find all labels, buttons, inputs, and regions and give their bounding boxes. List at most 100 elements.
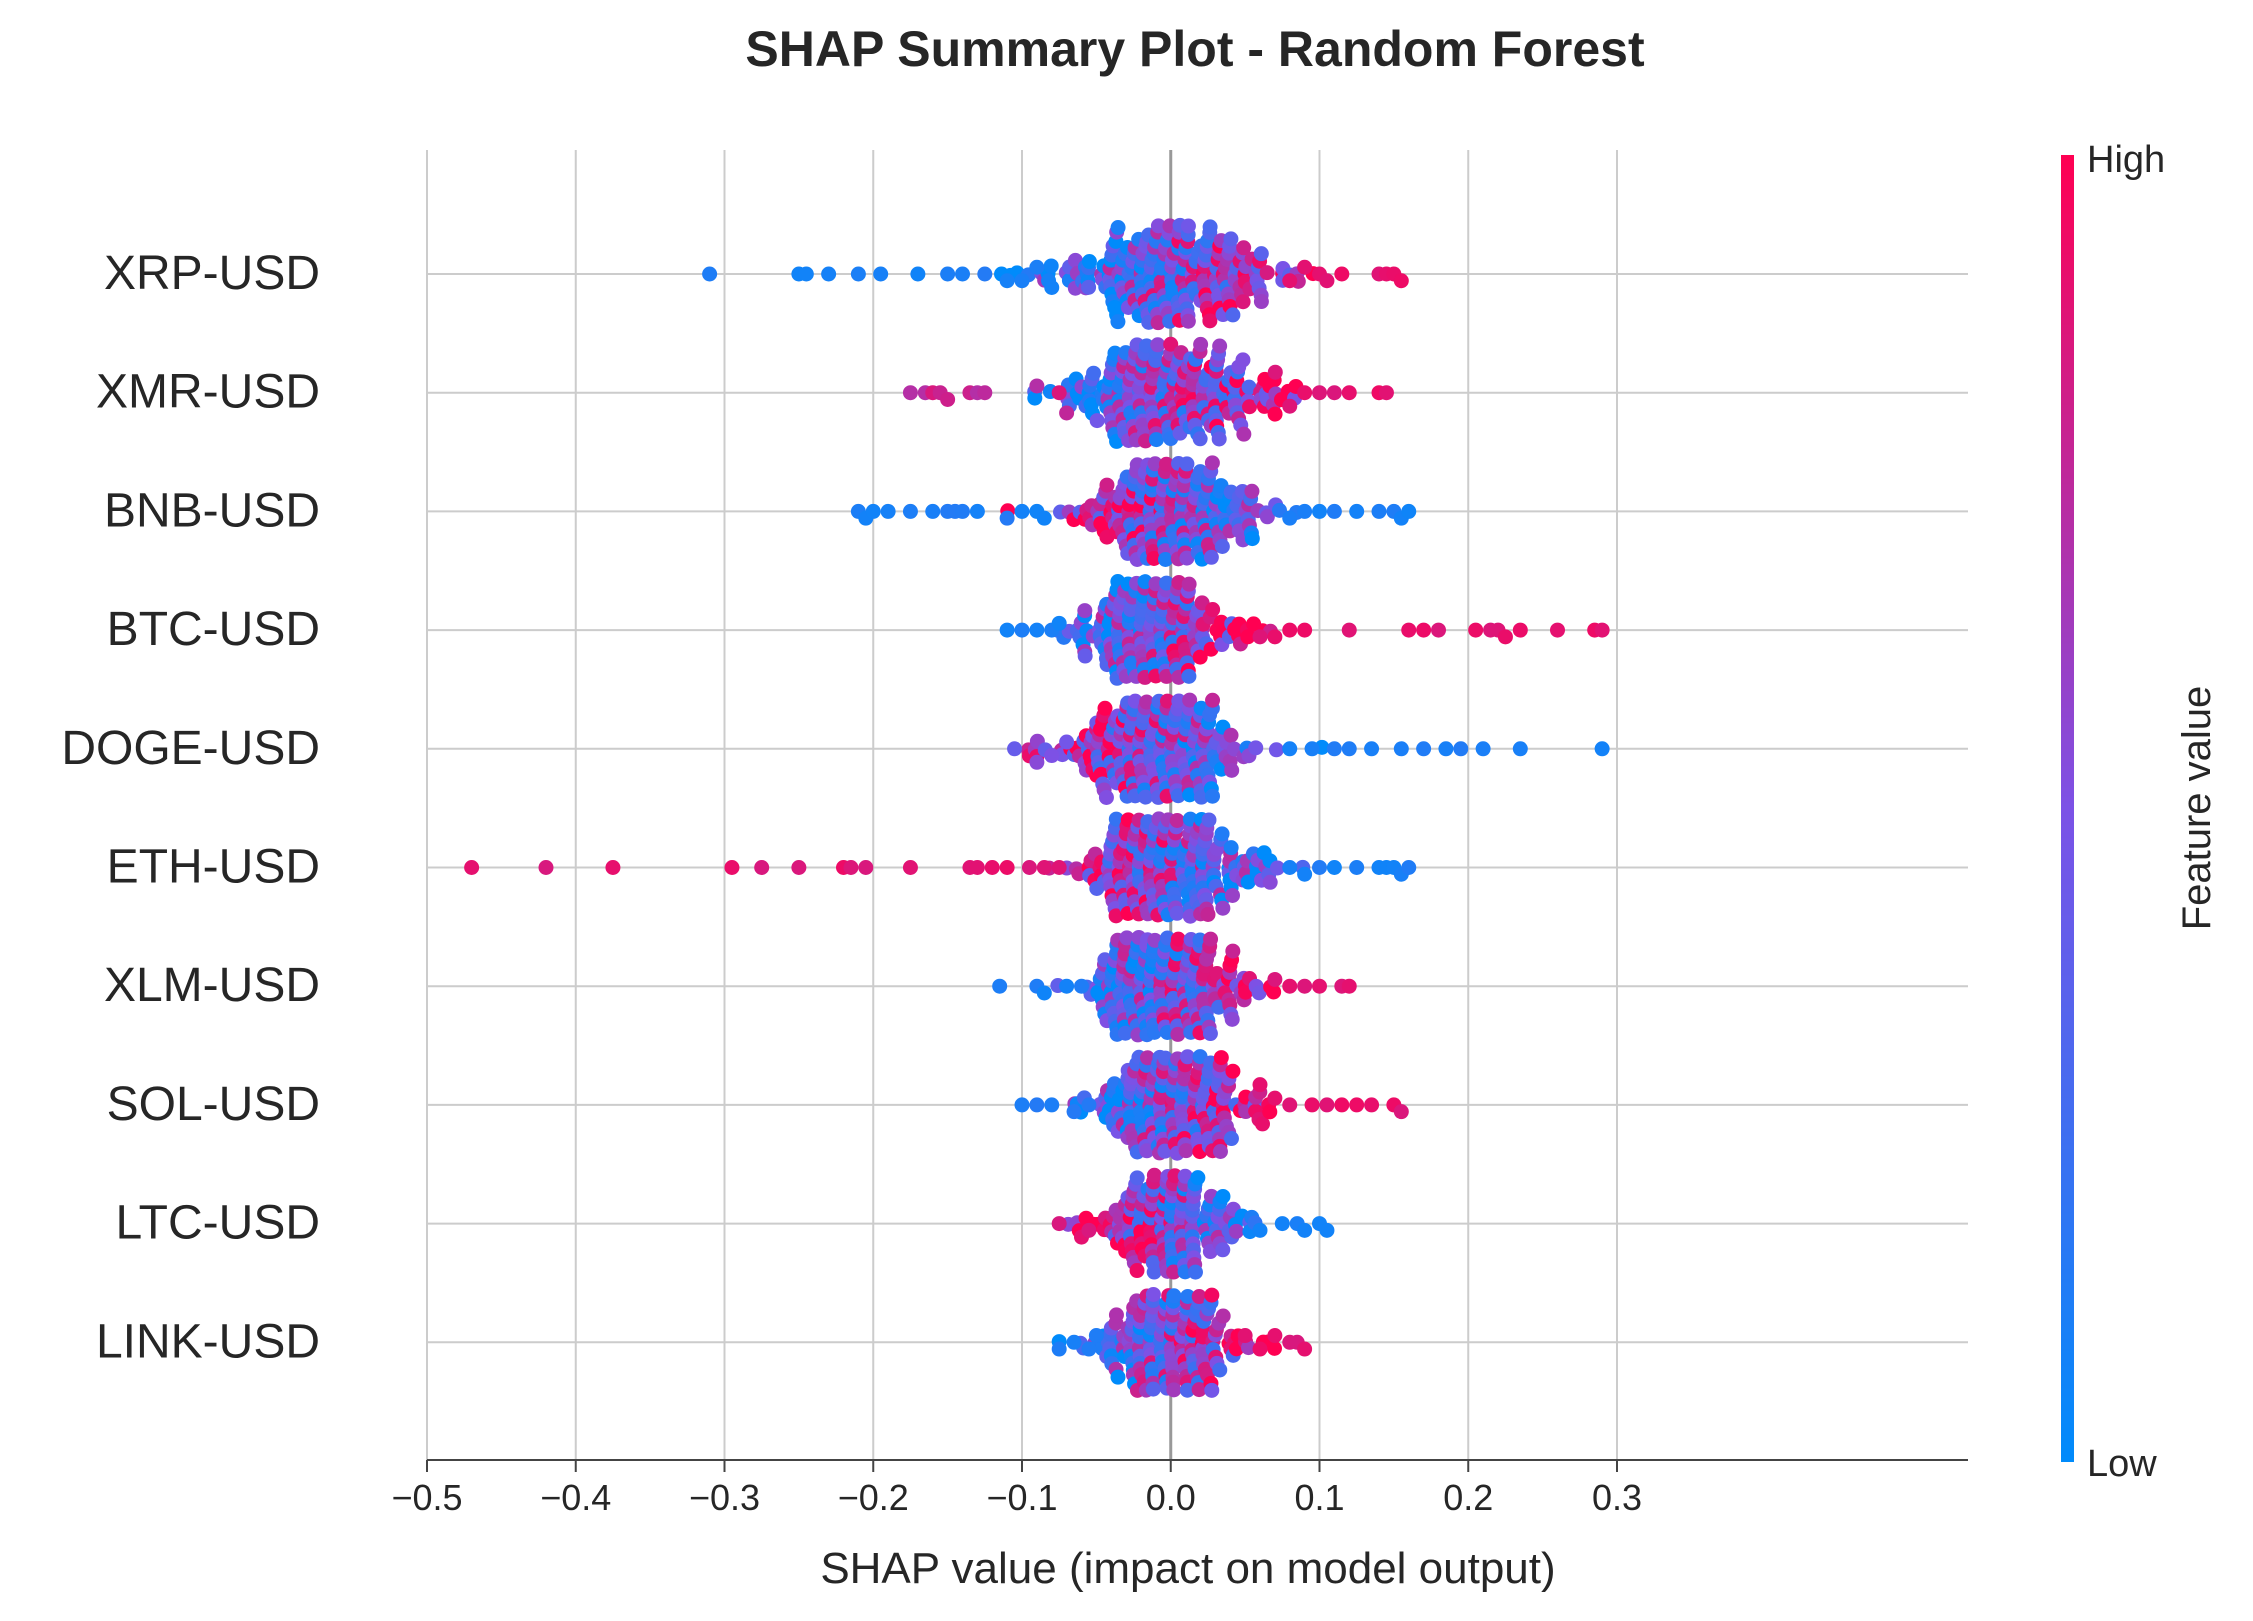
shap-point [1267, 629, 1283, 645]
colorbar-title: Feature value [2175, 686, 2219, 931]
shap-point [1550, 622, 1565, 638]
shap-point [1349, 503, 1365, 519]
shap-point [1215, 1308, 1231, 1324]
shap-point [977, 266, 993, 282]
shap-point [1180, 1288, 1196, 1304]
shap-point [1240, 874, 1256, 890]
colorbar-high-label: High [2087, 139, 2165, 181]
shap-point [1349, 860, 1365, 875]
shap-point [1212, 338, 1228, 354]
shap-point [1029, 378, 1045, 394]
shap-point [1145, 1381, 1161, 1397]
shap-point [1066, 1334, 1082, 1350]
shap-point [1213, 1050, 1229, 1066]
shap-point [1205, 692, 1221, 708]
shap-point [1129, 1263, 1145, 1279]
shap-point [1182, 787, 1198, 803]
shap-point [1191, 1382, 1207, 1398]
shap-point [1202, 313, 1218, 329]
shap-point [1364, 741, 1380, 757]
shap-point [1297, 978, 1313, 994]
shap-point [1224, 762, 1240, 778]
x-tick-label: −0.5 [391, 1477, 462, 1518]
shap-point [880, 503, 896, 519]
shap-point [1110, 1369, 1126, 1385]
shap-point [1223, 840, 1239, 856]
shap-point [1224, 1011, 1240, 1027]
shap-point [1169, 905, 1185, 921]
shap-point [1241, 379, 1257, 395]
shap-point [1119, 930, 1135, 946]
shap-point [1319, 1222, 1335, 1238]
shap-point [1393, 1104, 1409, 1120]
shap-point [1282, 398, 1298, 414]
shap-point [1252, 1222, 1268, 1238]
shap-point [1215, 1242, 1231, 1258]
shap-point [1110, 314, 1126, 330]
shap-point [969, 860, 985, 875]
chart-title: SHAP Summary Plot - Random Forest [745, 21, 1645, 77]
feature-label: LTC-USD [116, 1197, 320, 1250]
feature-label: XLM-USD [104, 959, 320, 1012]
x-tick-label: 0.1 [1294, 1477, 1344, 1518]
shap-point [1341, 385, 1357, 401]
shap-point [1205, 602, 1221, 618]
shap-point [1326, 860, 1342, 875]
shap-point [1169, 812, 1185, 828]
shap-point [1259, 509, 1275, 525]
shap-point [1170, 931, 1186, 947]
shap-point [1193, 789, 1209, 805]
shap-point [1146, 550, 1162, 566]
shap-point [1252, 1341, 1268, 1357]
shap-point [1235, 294, 1251, 310]
shap-point [1203, 931, 1219, 947]
feature-label: BNB-USD [104, 484, 320, 537]
shap-point [1304, 741, 1320, 757]
shap-point [1066, 1104, 1082, 1120]
shap-point [902, 385, 918, 401]
shap-point [1244, 483, 1260, 499]
shap-point [1099, 477, 1115, 493]
shap-point [1209, 966, 1225, 982]
shap-point [1235, 352, 1251, 368]
shap-point [977, 385, 993, 401]
shap-point [1297, 1341, 1313, 1357]
shap-point [1139, 694, 1155, 710]
shap-point [1248, 740, 1264, 756]
shap-point [925, 503, 941, 519]
shap-point [1378, 385, 1394, 401]
shap-point [1158, 456, 1174, 472]
shap-point [1236, 240, 1252, 256]
shap-point [999, 622, 1015, 638]
shap-point [1341, 741, 1357, 757]
shap-point [1180, 218, 1196, 234]
shap-point [1110, 220, 1126, 236]
shap-point [1262, 874, 1278, 890]
shap-point [1204, 455, 1220, 471]
shap-point [1224, 887, 1240, 903]
shap-point [1146, 1264, 1162, 1280]
feature-labels: XRP-USD XMR-USD BNB-USD BTC-USD DOGE-USD ETH-… [61, 247, 320, 1368]
shap-point [1081, 1341, 1097, 1357]
shap-point [1252, 1077, 1268, 1093]
shap-point [843, 860, 859, 875]
shap-point [1297, 503, 1313, 519]
shap-point [1077, 603, 1093, 619]
shap-point [940, 266, 956, 282]
shap-point [1371, 503, 1387, 519]
shap-point [1393, 741, 1409, 757]
shap-point [1237, 1328, 1253, 1344]
shap-point [1108, 908, 1124, 924]
colorbar: High Low Feature value [2061, 139, 2219, 1485]
shap-point [1334, 266, 1350, 282]
shap-point [1312, 503, 1327, 519]
shap-point [1051, 860, 1067, 875]
shap-point [1081, 254, 1097, 270]
shap-point [1282, 1097, 1298, 1113]
shap-point [1242, 399, 1258, 415]
shap-point [1178, 1143, 1194, 1159]
shap-point [999, 510, 1015, 526]
shap-point [1027, 390, 1043, 406]
feature-label: ETH-USD [107, 841, 320, 894]
shap-point [1253, 246, 1269, 262]
